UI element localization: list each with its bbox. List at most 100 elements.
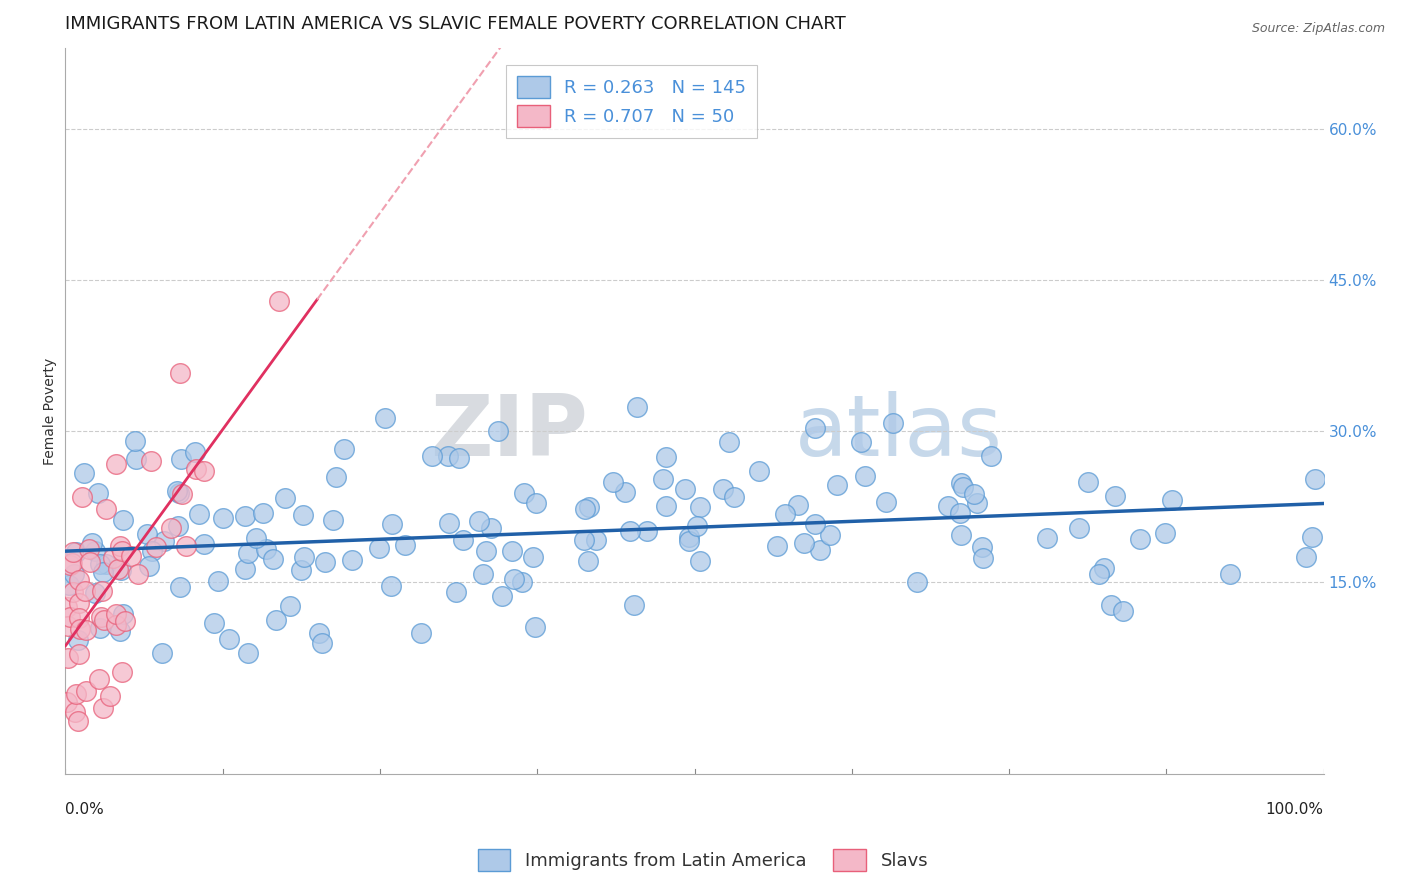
Point <box>1295 549 1317 564</box>
Point <box>380 579 402 593</box>
Point <box>211 511 233 525</box>
Point <box>949 476 972 491</box>
Point <box>437 516 460 530</box>
Point <box>574 502 596 516</box>
Point <box>245 531 267 545</box>
Point <box>138 559 160 574</box>
Text: IMMIGRANTS FROM LATIN AMERICA VS SLAVIC FEMALE POVERTY CORRELATION CHART: IMMIGRANTS FROM LATIN AMERICA VS SLAVIC … <box>66 15 846 33</box>
Point <box>409 626 432 640</box>
Point <box>233 562 256 576</box>
Point <box>502 572 524 586</box>
Point <box>333 442 356 457</box>
Point <box>124 434 146 448</box>
Point <box>65 687 87 701</box>
Point <box>853 469 876 483</box>
Point <box>576 554 599 568</box>
Point <box>104 617 127 632</box>
Point <box>69 622 91 636</box>
Point <box>1112 604 1135 618</box>
Point <box>111 665 134 680</box>
Point <box>972 551 994 566</box>
Point <box>160 521 183 535</box>
Point <box>56 600 79 615</box>
Point <box>626 400 648 414</box>
Point <box>970 541 993 555</box>
Point <box>849 434 872 449</box>
Point <box>89 672 111 686</box>
Point <box>905 574 928 589</box>
Point <box>678 530 700 544</box>
Point <box>882 416 904 430</box>
Point <box>83 586 105 600</box>
Text: 100.0%: 100.0% <box>1265 802 1323 817</box>
Point <box>374 411 396 425</box>
Point <box>63 567 86 582</box>
Point <box>207 574 229 588</box>
Point <box>787 498 810 512</box>
Point <box>62 545 84 559</box>
Point <box>1161 492 1184 507</box>
Point <box>1219 566 1241 581</box>
Point <box>292 508 315 522</box>
Point <box>170 487 193 501</box>
Point <box>602 475 624 490</box>
Point <box>59 558 82 573</box>
Point <box>80 535 103 549</box>
Point <box>314 554 336 568</box>
Point <box>193 537 215 551</box>
Point <box>486 425 509 439</box>
Point <box>70 490 93 504</box>
Point <box>1067 521 1090 535</box>
Point <box>278 599 301 614</box>
Point <box>83 543 105 558</box>
Point <box>686 518 709 533</box>
Point <box>67 611 90 625</box>
Point <box>62 585 84 599</box>
Point <box>188 508 211 522</box>
Point <box>311 636 333 650</box>
Point <box>56 618 79 632</box>
Point <box>67 596 90 610</box>
Point <box>202 616 225 631</box>
Point <box>1077 475 1099 489</box>
Point <box>60 556 83 570</box>
Point <box>949 506 972 520</box>
Point <box>139 454 162 468</box>
Point <box>437 449 460 463</box>
Point <box>803 516 825 531</box>
Point <box>104 607 127 621</box>
Point <box>420 449 443 463</box>
Point <box>678 534 700 549</box>
Point <box>804 421 827 435</box>
Legend: Immigrants from Latin America, Slavs: Immigrants from Latin America, Slavs <box>471 842 935 879</box>
Point <box>66 632 89 647</box>
Point <box>59 610 82 624</box>
Point <box>110 624 132 639</box>
Point <box>67 714 90 728</box>
Point <box>340 552 363 566</box>
Point <box>262 552 284 566</box>
Point <box>79 555 101 569</box>
Point <box>218 632 240 646</box>
Point <box>773 508 796 522</box>
Point <box>114 615 136 629</box>
Point <box>623 598 645 612</box>
Point <box>86 486 108 500</box>
Point <box>56 651 79 665</box>
Point <box>111 607 134 621</box>
Text: atlas: atlas <box>796 392 1002 475</box>
Point <box>673 483 696 497</box>
Point <box>949 527 972 541</box>
Point <box>325 469 347 483</box>
Point <box>104 457 127 471</box>
Point <box>93 701 115 715</box>
Point <box>77 541 100 556</box>
Point <box>174 539 197 553</box>
Point <box>689 500 711 515</box>
Point <box>468 514 491 528</box>
Point <box>108 540 131 554</box>
Point <box>170 452 193 467</box>
Point <box>63 705 86 719</box>
Point <box>651 472 673 486</box>
Point <box>73 467 96 481</box>
